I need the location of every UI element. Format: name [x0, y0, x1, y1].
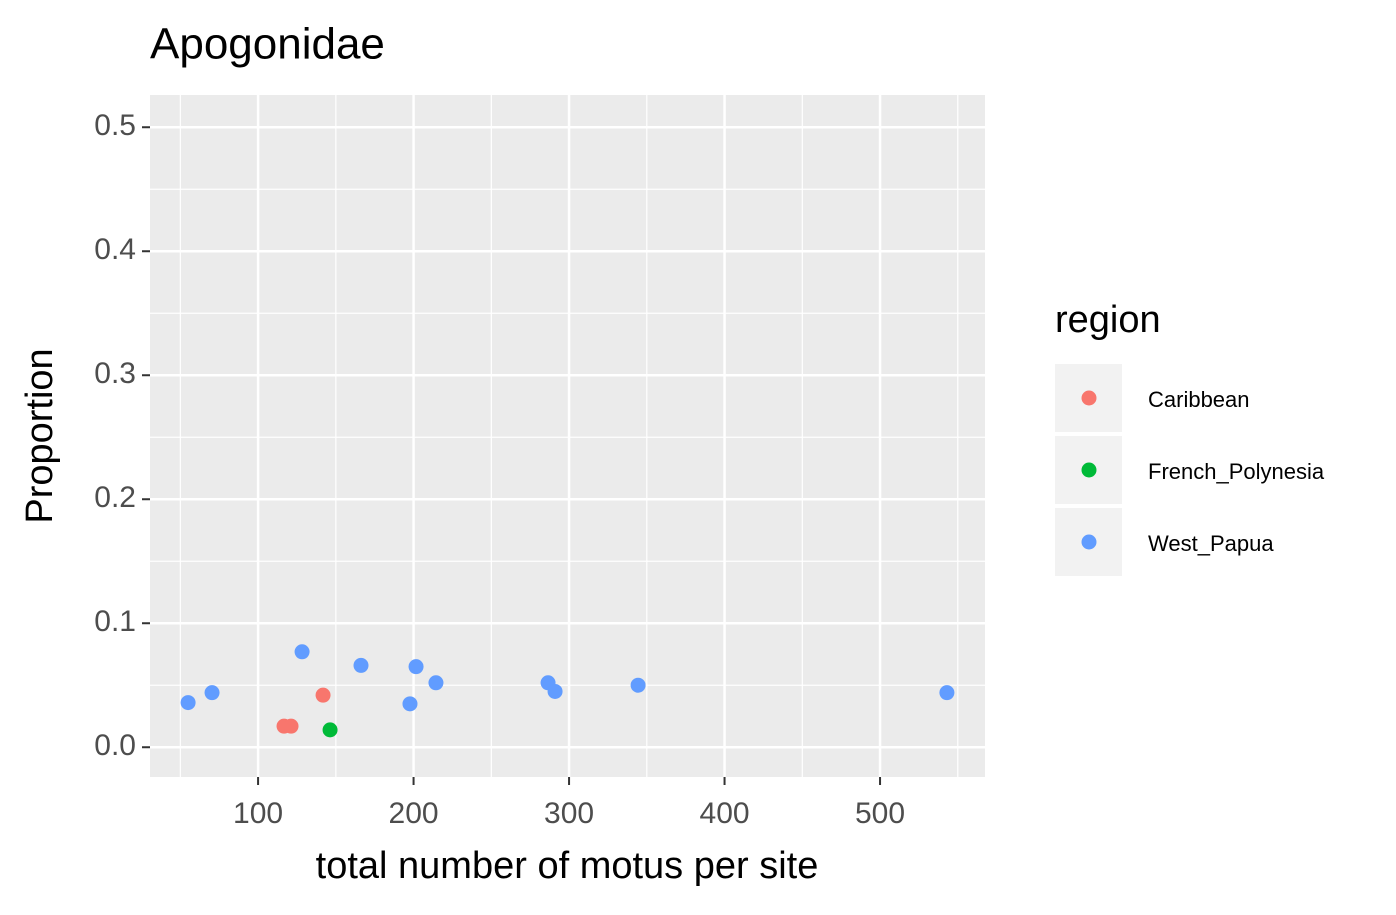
y-tick-label: 0.5 [94, 109, 136, 142]
point [315, 687, 331, 703]
y-tick-label: 0.3 [94, 357, 136, 390]
legend-label: French_Polynesia [1148, 459, 1325, 484]
point [283, 718, 299, 734]
legend-title: region [1055, 299, 1161, 341]
legend-marker [1081, 390, 1097, 406]
y-tick-label: 0.2 [94, 481, 136, 514]
point [547, 683, 563, 699]
y-tick-label: 0.0 [94, 729, 136, 762]
legend-marker [1081, 534, 1097, 550]
y-tick-label: 0.4 [94, 233, 136, 266]
x-tick-label: 300 [544, 797, 594, 830]
point [939, 685, 955, 701]
point [408, 659, 424, 675]
y-tick-label: 0.1 [94, 605, 136, 638]
point [180, 695, 196, 711]
point [428, 675, 444, 691]
point [630, 677, 646, 693]
legend-label: Caribbean [1148, 387, 1250, 412]
panel [150, 95, 985, 777]
legend-marker [1081, 462, 1097, 478]
x-tick-label: 100 [233, 797, 283, 830]
point [402, 696, 418, 712]
x-tick-label: 200 [389, 797, 439, 830]
chart-title: Apogonidae [150, 20, 385, 69]
legend-label: West_Papua [1148, 531, 1274, 556]
x-axis-title: total number of motus per site [316, 845, 819, 887]
point [322, 722, 338, 738]
y-axis-title: Proportion [19, 348, 61, 523]
x-tick-label: 400 [700, 797, 750, 830]
point [294, 644, 310, 660]
point [353, 657, 369, 673]
point [204, 685, 220, 701]
x-tick-label: 500 [855, 797, 905, 830]
